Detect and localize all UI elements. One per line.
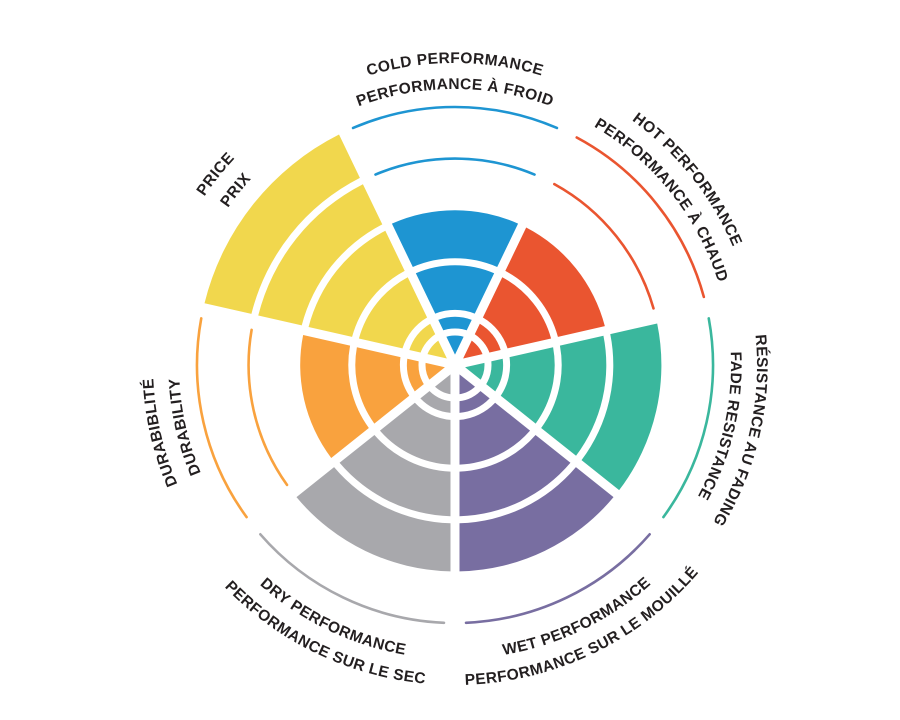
ring-fill-price-5 [204,134,360,314]
ring-arc-cold-4 [374,157,536,176]
ring-arc-hot-4 [553,182,655,310]
label-cold-inner: PERFORMANCE À FROID [354,76,556,110]
ring-fill-cold-2 [415,265,495,314]
wedge-wet [459,374,651,625]
center-ring-divider [418,328,492,402]
ring-fill-price-4 [258,184,383,326]
ring-fill-cold-3 [391,210,519,267]
wedge-price [204,134,447,359]
ring-fill-durability-3 [300,334,369,458]
ring-fill-durability-2 [355,347,410,424]
ring-fill-price-2 [358,277,428,349]
ring-fill-wet-2 [459,402,531,465]
label-cold-outer: COLD PERFORMANCE [365,50,546,80]
ring-fill-wet-4 [459,467,614,572]
ring-fill-dry-4 [296,467,451,572]
ring-arc-wet-5 [464,533,651,625]
wedge-dry [259,374,451,625]
ring-fill-hot-2 [482,277,552,349]
ring-fill-wet-3 [459,434,571,517]
wedge-durability [195,317,445,519]
ring-arc-dry-5 [259,533,446,625]
label-hot-outer: HOT PERFORMANCE [629,110,745,249]
wedge-fade [465,317,715,519]
ring-arc-cold-5 [351,105,559,130]
ring-arc-fade-5 [662,317,715,519]
ring-fill-fade-2 [500,347,555,424]
wedge-cold [351,105,559,355]
ring-fill-cold-1 [438,316,472,355]
label-dry-inner: DRY PERFORMANCE [257,575,408,659]
ring-arc-durability-4 [247,328,289,487]
ring-arc-hot-5 [575,136,706,299]
ring-fill-price-3 [308,230,405,337]
ring-fill-fade-3 [541,335,607,456]
wedge-hot [463,136,706,359]
ring-fill-dry-3 [339,434,451,517]
ring-fill-hot-3 [505,227,605,337]
ring-fill-fade-4 [581,323,662,491]
ring-arc-durability-5 [195,317,248,519]
ring-fill-dry-2 [379,402,451,465]
